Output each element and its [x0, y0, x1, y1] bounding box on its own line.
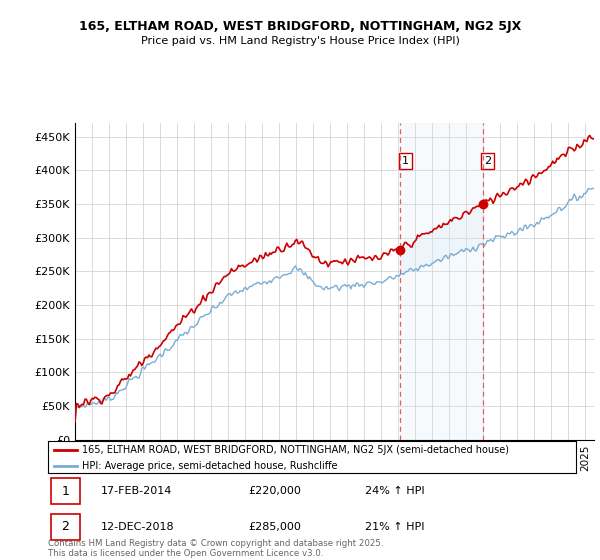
FancyBboxPatch shape [50, 478, 80, 505]
Text: 24% ↑ HPI: 24% ↑ HPI [365, 487, 424, 496]
Text: £220,000: £220,000 [248, 487, 302, 496]
Text: Contains HM Land Registry data © Crown copyright and database right 2025.
This d: Contains HM Land Registry data © Crown c… [48, 539, 383, 558]
Text: 165, ELTHAM ROAD, WEST BRIDGFORD, NOTTINGHAM, NG2 5JX: 165, ELTHAM ROAD, WEST BRIDGFORD, NOTTIN… [79, 20, 521, 32]
Text: £285,000: £285,000 [248, 522, 302, 531]
Bar [400, 123, 482, 440]
Text: 21% ↑ HPI: 21% ↑ HPI [365, 522, 424, 531]
Text: HPI: Average price, semi-detached house, Rushcliffe: HPI: Average price, semi-detached house,… [82, 461, 338, 471]
Text: 2: 2 [61, 520, 69, 533]
Text: Price paid vs. HM Land Registry's House Price Index (HPI): Price paid vs. HM Land Registry's House … [140, 36, 460, 46]
Text: 165, ELTHAM ROAD, WEST BRIDGFORD, NOTTINGHAM, NG2 5JX (semi-detached house): 165, ELTHAM ROAD, WEST BRIDGFORD, NOTTIN… [82, 445, 509, 455]
Text: 1: 1 [402, 156, 409, 166]
FancyBboxPatch shape [50, 514, 80, 540]
Text: 2: 2 [484, 156, 491, 166]
Text: 17-FEB-2014: 17-FEB-2014 [101, 487, 172, 496]
Text: 12-DEC-2018: 12-DEC-2018 [101, 522, 175, 531]
Text: 1: 1 [61, 485, 69, 498]
